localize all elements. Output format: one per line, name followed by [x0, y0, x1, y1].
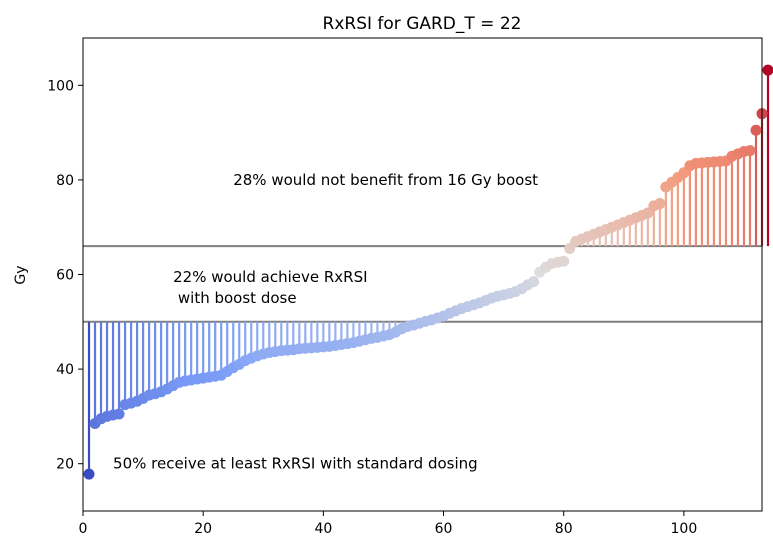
data-point-111 — [750, 124, 762, 136]
data-point-113 — [762, 64, 773, 76]
x-axis-ticks: 0 20 40 60 80 100 — [79, 511, 698, 537]
data-point-110 — [744, 145, 756, 157]
annotation-3: 50% receive at least RxRSI with standard… — [113, 455, 478, 473]
data-point-5 — [113, 408, 125, 420]
x-tick-label-0: 0 — [79, 521, 88, 537]
x-tick-label-4: 80 — [555, 521, 573, 537]
data-point-79 — [558, 255, 570, 267]
annotation-0: 28% would not benefit from 16 Gy boost — [233, 171, 538, 189]
data-point-95 — [654, 198, 666, 210]
points — [83, 64, 773, 480]
annotation-2: with boost dose — [173, 289, 296, 307]
y-tick-label-4: 100 — [47, 78, 74, 94]
y-tick-label-0: 20 — [56, 457, 74, 473]
y-tick-label-2: 60 — [56, 268, 74, 284]
chart-title: RxRSI for GARD_T = 22 — [323, 14, 522, 34]
x-tick-label-3: 60 — [435, 521, 453, 537]
annotation-1: 22% would achieve RxRSI — [173, 268, 367, 286]
x-tick-label-1: 20 — [194, 521, 212, 537]
y-axis-ticks: 20 40 60 80 100 — [47, 78, 83, 473]
data-point-74 — [528, 276, 540, 288]
y-tick-label-1: 40 — [56, 362, 74, 378]
x-tick-label-2: 40 — [314, 521, 332, 537]
annotations: 28% would not benefit from 16 Gy boost 22… — [113, 171, 538, 473]
x-tick-label-5: 100 — [671, 521, 698, 537]
y-tick-label-3: 80 — [56, 173, 74, 189]
y-axis-label: Gy — [13, 265, 29, 284]
data-point-0 — [83, 468, 95, 480]
